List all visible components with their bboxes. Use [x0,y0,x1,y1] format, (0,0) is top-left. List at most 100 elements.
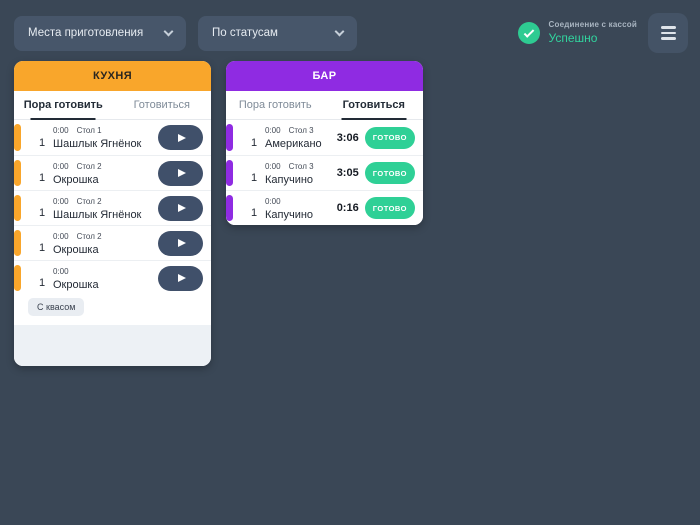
done-button[interactable]: ГОТОВО [364,162,415,184]
cooking-places-dropdown-label: Места приготовления [28,27,144,39]
station-card-bar: БАР Пора готовить Готовиться 1 0:00 Стол… [226,61,423,225]
kitchen-order-list: 1 0:00 Стол 1 Шашлык Ягнёнок 1 0: [14,120,211,325]
order-dish-name: Американо [265,138,322,150]
top-bar: Места приготовления По статусам Соединен… [0,0,700,53]
order-qty: 1 [39,207,46,219]
order-timer: 3:06 [336,131,359,144]
check-circle-icon [517,22,540,44]
order-time: 0:00 [53,231,69,241]
order-time: 0:00 [265,126,281,135]
order-row: 1 0:00 Стол 3 Капучино 3:05 ГОТОВО [226,155,423,190]
connection-status-value: Успешно [548,31,598,45]
order-meta: 0:00 Стол 2 [53,162,158,171]
order-qty: 1 [39,137,46,149]
order-meta: 0:00 Стол 2 [53,232,158,241]
order-info: 0:00 Стол 2 Шашлык Ягнёнок [53,196,158,221]
order-table: Стол 2 [76,231,102,241]
order-time: 0:00 [53,161,69,171]
order-meta: 0:00 Стол 2 [53,197,158,206]
start-cooking-button[interactable] [158,230,203,256]
station-header-kitchen: КУХНЯ [14,61,211,91]
stations-area: КУХНЯ Пора готовить Готовиться 1 0:00 Ст… [0,61,700,366]
order-info: 0:00 Окрошка [53,266,158,291]
check-mark [523,26,534,38]
order-time: 0:00 [265,196,281,206]
play-icon [177,204,186,212]
order-row: 1 0:00 Стол 3 Американо 3:06 ГОТОВО [226,120,423,155]
start-cooking-button[interactable] [158,125,203,150]
order-dish-name: Капучино [265,173,314,186]
order-dish-name: Шашлык Ягнёнок [53,208,142,221]
chevron-down-icon [163,26,174,36]
start-cooking-button[interactable] [158,160,203,186]
order-row: 1 0:00 Стол 2 Окрошка [14,225,211,260]
kitchen-tabs: Пора готовить Готовиться [14,91,211,120]
cooking-places-dropdown[interactable]: Места приготовления [14,15,186,51]
play-icon [177,133,186,142]
chevron-down-icon [334,26,345,36]
order-qty: 1 [39,277,46,289]
order-accent-bar [14,230,21,256]
order-time: 0:00 [53,196,69,206]
play-icon [177,239,186,247]
status-filter-dropdown-label: По статусам [212,27,278,39]
order-meta: 0:00 Стол 3 [265,162,337,171]
order-meta: 0:00 Стол 3 [265,126,337,135]
hamburger-menu-button[interactable] [648,13,688,53]
order-dish-name: Окрошка [53,243,99,256]
order-timer: 0:16 [336,202,359,214]
order-row: 1 0:00 Стол 2 Окрошка [14,155,211,190]
order-info: 0:00 Стол 3 Американо [265,125,337,150]
connection-text: Соединение с кассой Успешно [549,20,637,46]
order-table: Стол 2 [76,196,102,206]
order-time: 0:00 [53,126,69,135]
order-dish-name: Окрошка [53,173,99,186]
order-info: 0:00 Стол 2 Окрошка [53,231,158,256]
done-button[interactable]: ГОТОВО [364,126,415,149]
order-qty: 1 [251,137,258,149]
start-cooking-button[interactable] [158,265,203,291]
order-row: 1 0:00 Стол 1 Шашлык Ягнёнок [14,120,211,155]
order-time: 0:00 [53,266,69,276]
play-icon [177,274,186,282]
order-qty: 1 [39,172,46,184]
order-qty: 1 [251,172,258,184]
order-accent-bar [14,160,21,186]
order-accent-bar [14,195,21,221]
order-meta: 0:00 Стол 1 [53,126,158,135]
bar-tabs: Пора готовить Готовиться [226,91,423,120]
modifier-chip: С квасом [28,298,85,316]
tab-gotovitsya[interactable]: Готовиться [325,91,424,119]
bar-order-list: 1 0:00 Стол 3 Американо 3:06 ГОТОВО 1 [226,120,423,225]
order-qty: 1 [251,207,258,219]
connection-label: Соединение с кассой [548,20,637,29]
play-icon [177,169,186,177]
order-table: Стол 3 [288,126,314,135]
order-dish-name: Капучино [265,208,314,221]
filter-group: Места приготовления По статусам [14,15,357,51]
station-card-kitchen: КУХНЯ Пора готовить Готовиться 1 0:00 Ст… [14,61,211,366]
order-accent-bar [226,160,233,186]
order-action: 3:05 ГОТОВО [337,162,415,184]
order-accent-bar [226,195,233,221]
status-filter-dropdown[interactable]: По статусам [198,15,357,51]
kitchen-card-footer [14,325,211,366]
order-timer: 3:05 [336,167,359,179]
connection-status: Соединение с кассой Успешно [517,13,688,53]
order-table: Стол 3 [288,161,314,171]
tab-pora-gotovit[interactable]: Пора готовить [238,99,312,111]
done-button[interactable]: ГОТОВО [364,197,415,219]
order-action: 3:06 ГОТОВО [336,126,415,149]
order-info: 0:00 Стол 3 Капучино [265,161,337,186]
order-row: 1 0:00 Стол 2 Шашлык Ягнёнок [14,190,211,225]
order-info: 0:00 Капучино [265,196,337,221]
tab-pora-gotovit[interactable]: Пора готовить [14,91,113,119]
hamburger-icon [660,26,676,29]
start-cooking-button[interactable] [158,195,203,221]
order-table: Стол 1 [76,126,102,135]
tab-gotovitsya[interactable]: Готовиться [133,99,190,111]
order-accent-bar [226,124,233,151]
order-dish-name: Шашлык Ягнёнок [53,138,142,150]
order-table: Стол 2 [76,161,102,171]
order-info: 0:00 Стол 2 Окрошка [53,161,158,186]
